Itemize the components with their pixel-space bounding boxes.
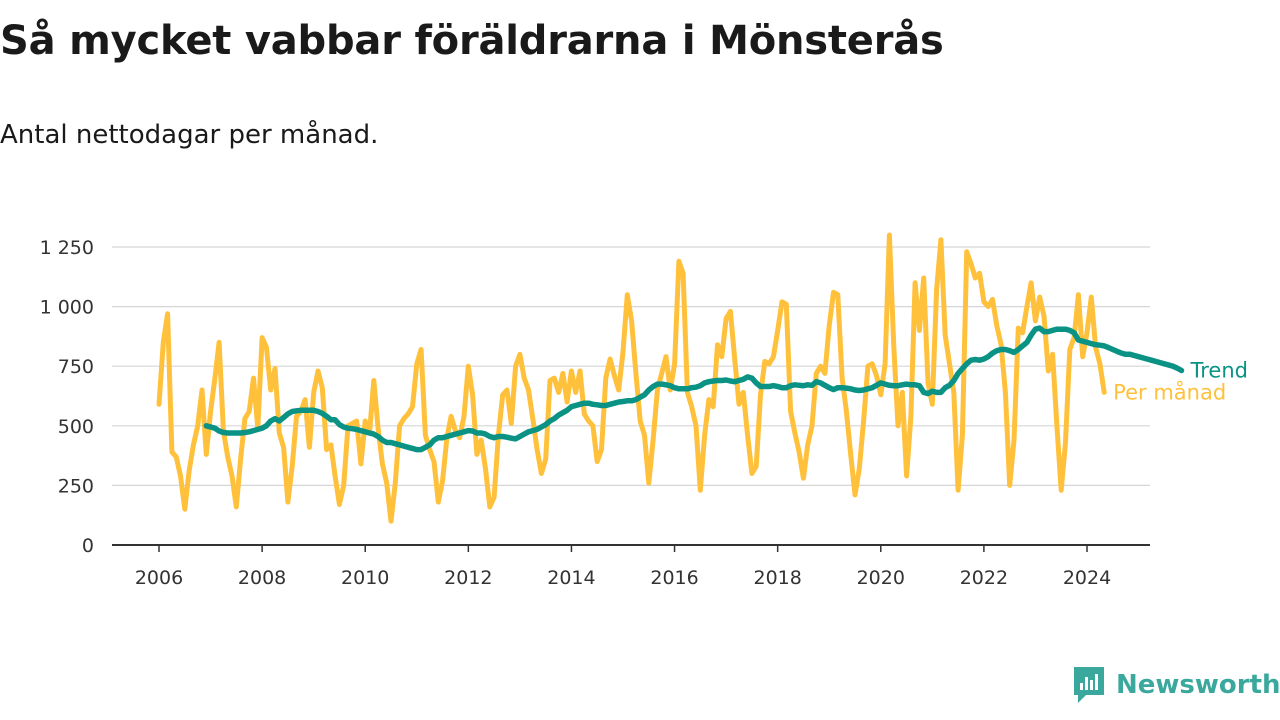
- series-line-trend: [203, 325, 1185, 453]
- x-tick-label: 2012: [444, 567, 492, 589]
- x-tick-label: 2016: [650, 567, 698, 589]
- y-axis: 0 250 500 750 1 000 1 250: [40, 237, 94, 557]
- x-tick-label: 2018: [753, 567, 801, 589]
- x-tick-label: 2006: [135, 567, 183, 589]
- y-tick-label: 250: [58, 475, 94, 497]
- y-tick-label: 750: [58, 356, 94, 378]
- y-tick-label: 500: [58, 416, 94, 438]
- x-tick-label: 2014: [547, 567, 595, 589]
- series-label-trend: Trend: [1190, 358, 1248, 382]
- series-line-per-manad: [156, 232, 1107, 524]
- series-lines: [156, 232, 1185, 524]
- x-tick-label: 2022: [960, 567, 1008, 589]
- chart-title: Så mycket vabbar föräldrarna i Mönsterås: [0, 18, 944, 64]
- x-tick-label: 2008: [238, 567, 286, 589]
- y-tick-label: 1 250: [40, 237, 94, 259]
- x-tick-label: 2024: [1063, 567, 1111, 589]
- x-tick-label: 2010: [341, 567, 389, 589]
- series-label-per-manad: Per månad: [1113, 379, 1226, 404]
- newsworthy-logo-text: Newsworthy: [1116, 670, 1280, 700]
- x-axis: 2006 2008 2010 2012 2014 2016 2018 2020 2022 2024: [112, 544, 1150, 589]
- newsworthy-logo: Newsworthy: [1072, 665, 1280, 705]
- newsworthy-logo-icon: [1074, 667, 1104, 703]
- chart-subtitle: Antal nettodagar per månad.: [0, 120, 379, 150]
- y-tick-label: 0: [82, 535, 94, 557]
- y-tick-label: 1 000: [40, 297, 94, 319]
- x-tick-label: 2020: [857, 567, 905, 589]
